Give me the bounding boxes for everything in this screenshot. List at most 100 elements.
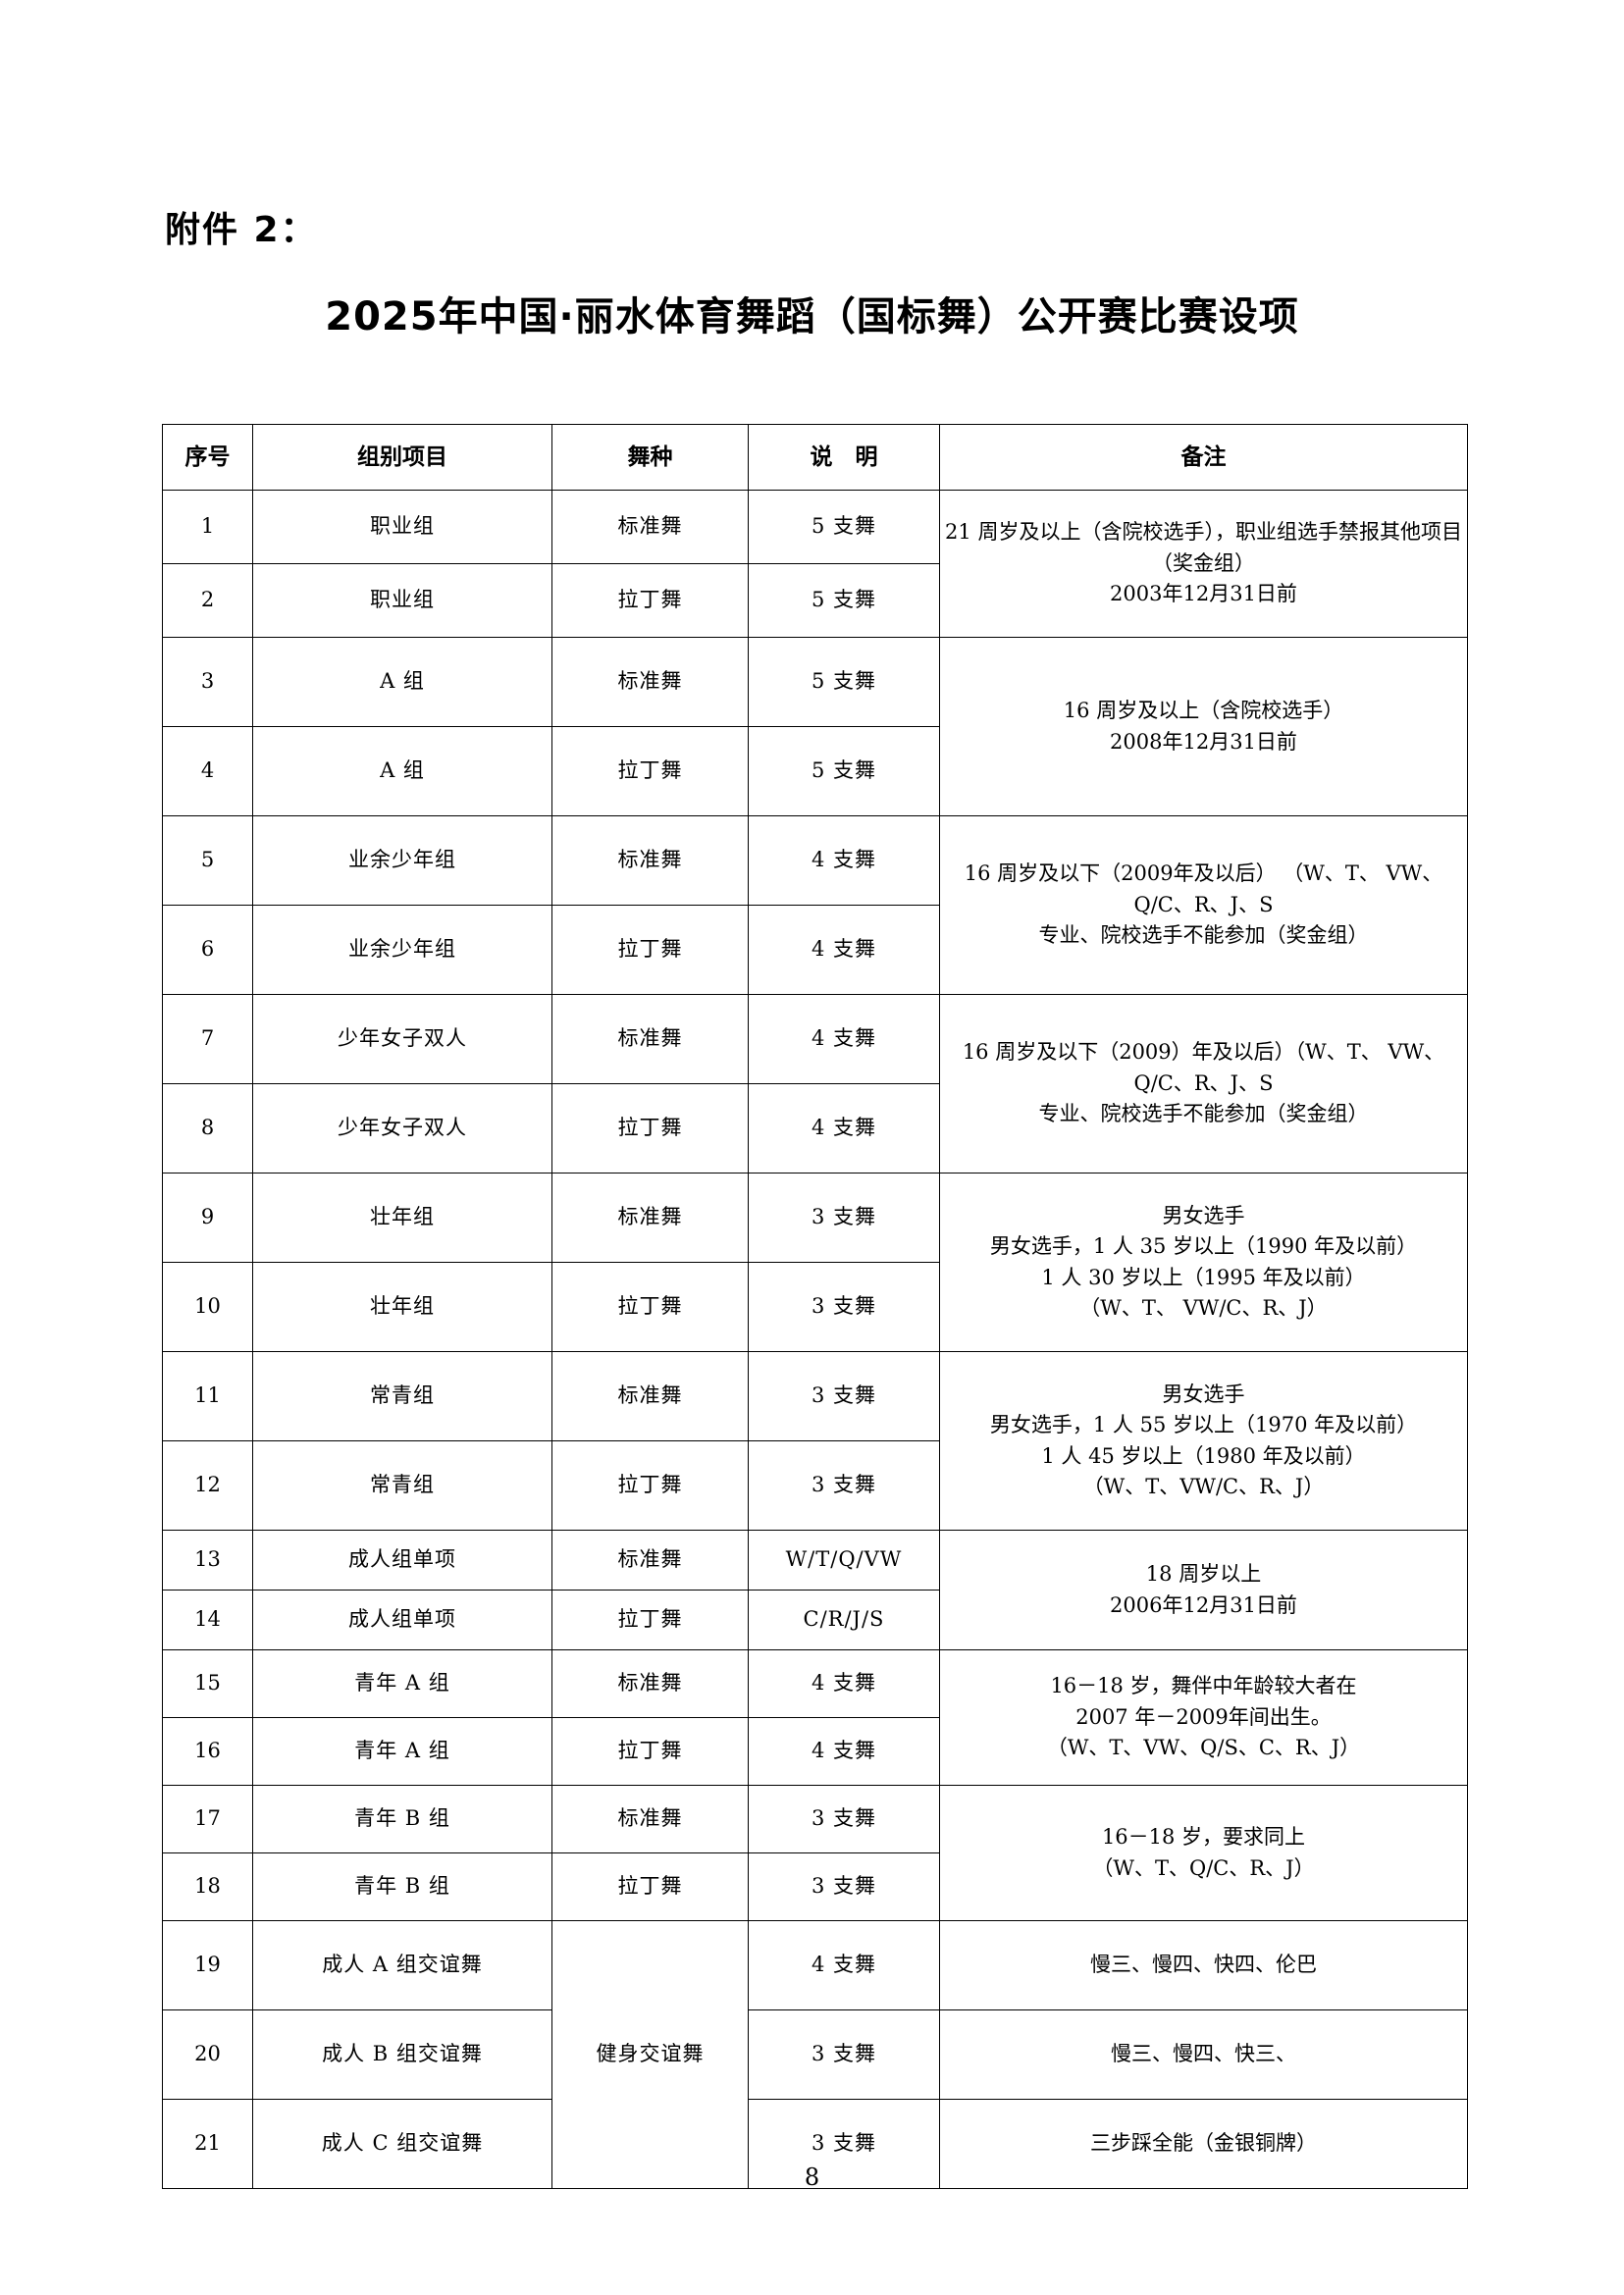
table-row: 12 常青组 拉丁舞 3 支舞 bbox=[162, 1440, 1468, 1531]
cell-dance: 标准舞 bbox=[551, 490, 749, 564]
cell-desc: 3 支舞 bbox=[748, 1173, 940, 1263]
cell-desc: 3 支舞 bbox=[748, 1262, 940, 1352]
cell-dance: 拉丁舞 bbox=[551, 1083, 749, 1174]
cell-remark: 16 周岁及以下（2009）年及以后）（W、T、 VW、Q/C、R、J、S 专业、… bbox=[939, 994, 1468, 1174]
cell-no: 18 bbox=[162, 1852, 253, 1921]
cell-remark: 18 周岁以上 2006年12月31日前 bbox=[939, 1530, 1468, 1650]
cell-remark: 三步踩全能（金银铜牌） bbox=[939, 2099, 1468, 2189]
cell-group: A 组 bbox=[252, 726, 552, 816]
cell-dance: 拉丁舞 bbox=[551, 1590, 749, 1650]
table-row: 19 成人 A 组交谊舞 健身交谊舞 4 支舞 慢三、慢四、快四、伦巴 bbox=[162, 1920, 1468, 2189]
cell-remark: 男女选手 男女选手，1 人 55 岁以上（1970 年及以前） 1 人 45 岁以上… bbox=[939, 1351, 1468, 1531]
cell-remark: 慢三、慢四、快四、伦巴 bbox=[939, 1920, 1468, 2010]
cell-no: 17 bbox=[162, 1785, 253, 1853]
cell-remark: 16 周岁及以下（2009年及以后） （W、T、 VW、Q/C、R、J、S 专业、… bbox=[939, 815, 1468, 995]
cell-no: 14 bbox=[162, 1590, 253, 1650]
cell-dance: 拉丁舞 bbox=[551, 563, 749, 638]
cell-desc: 4 支舞 bbox=[748, 1083, 940, 1174]
cell-remark: 16 周岁及以上（含院校选手） 2008年12月31日前 bbox=[939, 637, 1468, 816]
cell-dance: 标准舞 bbox=[551, 637, 749, 727]
table-row: 15 青年 A 组 标准舞 4 支舞 16－18 岁，舞伴中年龄较大者在 2007… bbox=[162, 1649, 1468, 1786]
cell-no: 4 bbox=[162, 726, 253, 816]
table-row: 5 业余少年组 标准舞 4 支舞 16 周岁及以下（2009年及以后） （W、T… bbox=[162, 815, 1468, 995]
cell-dance: 标准舞 bbox=[551, 1649, 749, 1718]
table-row: 10 壮年组 拉丁舞 3 支舞 bbox=[162, 1262, 1468, 1352]
attachment-label: 附件 2： bbox=[165, 210, 318, 250]
cell-group: 青年 A 组 bbox=[252, 1717, 552, 1786]
cell-dance: 标准舞 bbox=[551, 994, 749, 1084]
cell-desc: 4 支舞 bbox=[748, 994, 940, 1084]
column-header-group: 组别项目 bbox=[252, 424, 552, 491]
table-row: 11 常青组 标准舞 3 支舞 男女选手 男女选手，1 人 55 岁以上（1970… bbox=[162, 1351, 1468, 1531]
table-row: 3 A 组 标准舞 5 支舞 16 周岁及以上（含院校选手） 2008年12月31… bbox=[162, 637, 1468, 816]
cell-desc: 4 支舞 bbox=[748, 1920, 940, 2010]
cell-desc: 3 支舞 bbox=[748, 1440, 940, 1531]
cell-remark: 慢三、慢四、快三、 bbox=[939, 2009, 1468, 2100]
table-row: 17 青年 B 组 标准舞 3 支舞 16－18 岁，要求同上 （W、T、Q/C、… bbox=[162, 1785, 1468, 1921]
cell-no: 20 bbox=[162, 2009, 253, 2100]
cell-dance: 标准舞 bbox=[551, 815, 749, 906]
page-title: 2025年中国·丽水体育舞蹈（国标舞）公开赛比赛设项 bbox=[325, 294, 1299, 339]
cell-remark: 16－18 岁，舞伴中年龄较大者在 2007 年－2009年间出生。 （W、T、VW… bbox=[939, 1649, 1468, 1786]
cell-group: 青年 A 组 bbox=[252, 1649, 552, 1718]
table-row: 2 职业组 拉丁舞 5 支舞 bbox=[162, 563, 1468, 638]
cell-remark: 21 周岁及以上（含院校选手），职业组选手禁报其他项目（奖金组） 2003年12月… bbox=[939, 490, 1468, 638]
cell-no: 12 bbox=[162, 1440, 253, 1531]
cell-dance: 健身交谊舞 bbox=[551, 1920, 749, 2189]
cell-no: 8 bbox=[162, 1083, 253, 1174]
table-row: 6 业余少年组 拉丁舞 4 支舞 bbox=[162, 905, 1468, 995]
cell-dance: 标准舞 bbox=[551, 1530, 749, 1591]
cell-dance: 拉丁舞 bbox=[551, 726, 749, 816]
table-row: 13 成人组单项 标准舞 W/T/Q/VW 18 周岁以上 2006年12月31日… bbox=[162, 1530, 1468, 1650]
cell-no: 13 bbox=[162, 1530, 253, 1591]
cell-desc: 3 支舞 bbox=[748, 1351, 940, 1441]
column-header-remark: 备注 bbox=[939, 424, 1468, 491]
cell-group: 壮年组 bbox=[252, 1262, 552, 1352]
cell-group: 业余少年组 bbox=[252, 815, 552, 906]
cell-desc: 4 支舞 bbox=[748, 1717, 940, 1786]
page-number: 8 bbox=[804, 2164, 820, 2191]
table-row: 21 成人 C 组交谊舞 3 支舞 三步踩全能（金银铜牌） bbox=[162, 2099, 1468, 2189]
cell-group: A 组 bbox=[252, 637, 552, 727]
table-row: 8 少年女子双人 拉丁舞 4 支舞 bbox=[162, 1083, 1468, 1174]
cell-no: 1 bbox=[162, 490, 253, 564]
cell-no: 19 bbox=[162, 1920, 253, 2010]
cell-group: 少年女子双人 bbox=[252, 994, 552, 1084]
cell-group: 职业组 bbox=[252, 563, 552, 638]
cell-group: 成人 C 组交谊舞 bbox=[252, 2099, 552, 2189]
cell-no: 10 bbox=[162, 1262, 253, 1352]
cell-desc: 4 支舞 bbox=[748, 1649, 940, 1718]
cell-remark: 男女选手 男女选手，1 人 35 岁以上（1990 年及以前） 1 人 30 岁以上… bbox=[939, 1173, 1468, 1352]
cell-desc: 3 支舞 bbox=[748, 2099, 940, 2189]
cell-no: 11 bbox=[162, 1351, 253, 1441]
cell-remark: 16－18 岁，要求同上 （W、T、Q/C、R、J） bbox=[939, 1785, 1468, 1921]
cell-group: 成人 A 组交谊舞 bbox=[252, 1920, 552, 2010]
cell-group: 成人组单项 bbox=[252, 1590, 552, 1650]
cell-dance: 标准舞 bbox=[551, 1351, 749, 1441]
column-header-dance: 舞种 bbox=[551, 424, 749, 491]
cell-dance: 拉丁舞 bbox=[551, 905, 749, 995]
cell-group: 业余少年组 bbox=[252, 905, 552, 995]
cell-group: 常青组 bbox=[252, 1440, 552, 1531]
cell-group: 青年 B 组 bbox=[252, 1852, 552, 1921]
table-row: 14 成人组单项 拉丁舞 C/R/J/S bbox=[162, 1590, 1468, 1650]
cell-desc: 5 支舞 bbox=[748, 726, 940, 816]
cell-no: 7 bbox=[162, 994, 253, 1084]
cell-dance: 标准舞 bbox=[551, 1785, 749, 1853]
cell-group: 青年 B 组 bbox=[252, 1785, 552, 1853]
cell-desc: 3 支舞 bbox=[748, 1852, 940, 1921]
table-row: 9 壮年组 标准舞 3 支舞 男女选手 男女选手，1 人 35 岁以上（1990 … bbox=[162, 1173, 1468, 1352]
cell-group: 职业组 bbox=[252, 490, 552, 564]
cell-no: 3 bbox=[162, 637, 253, 727]
cell-no: 6 bbox=[162, 905, 253, 995]
cell-no: 16 bbox=[162, 1717, 253, 1786]
cell-desc: 4 支舞 bbox=[748, 905, 940, 995]
cell-group: 常青组 bbox=[252, 1351, 552, 1441]
cell-dance: 拉丁舞 bbox=[551, 1440, 749, 1531]
cell-dance: 拉丁舞 bbox=[551, 1262, 749, 1352]
cell-desc: 5 支舞 bbox=[748, 563, 940, 638]
cell-no: 5 bbox=[162, 815, 253, 906]
cell-no: 15 bbox=[162, 1649, 253, 1718]
table-row: 16 青年 A 组 拉丁舞 4 支舞 bbox=[162, 1717, 1468, 1786]
table-row: 1 职业组 标准舞 5 支舞 21 周岁及以上（含院校选手），职业组选手禁报其他… bbox=[162, 490, 1468, 638]
